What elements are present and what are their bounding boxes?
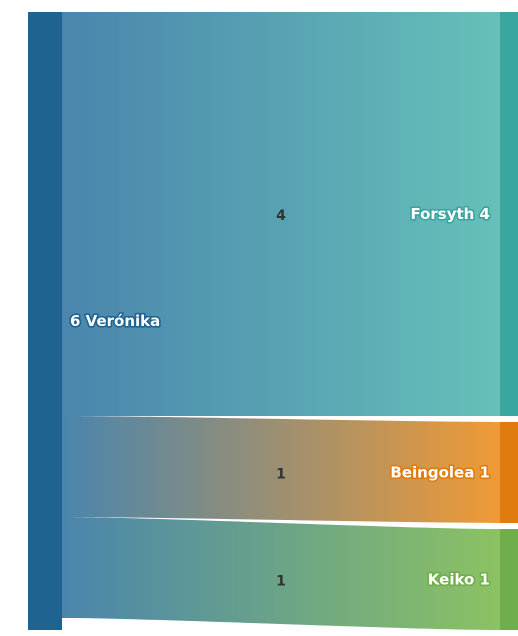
link-label-t3: 1 <box>276 574 286 590</box>
node-source[interactable] <box>28 12 62 630</box>
node-t1[interactable] <box>500 12 518 416</box>
node-label-source: 6 Verónika <box>70 312 160 330</box>
link-t1[interactable] <box>62 12 500 416</box>
nodes-layer <box>28 12 518 630</box>
link-label-t2: 1 <box>276 467 286 483</box>
node-t2[interactable] <box>500 422 518 523</box>
links-layer <box>62 12 500 630</box>
labels-layer: 4 1 1 6 Verónika Forsyth 4 Beingolea 1 Keiko 1 <box>68 203 491 590</box>
link-t3[interactable] <box>62 517 500 630</box>
node-label-t1: Forsyth 4 <box>410 205 490 223</box>
node-label-t2: Beingolea 1 <box>390 464 490 482</box>
link-label-t1: 4 <box>276 208 286 224</box>
node-label-t3: Keiko 1 <box>428 571 490 589</box>
node-t3[interactable] <box>500 529 518 630</box>
link-t2[interactable] <box>62 416 500 523</box>
